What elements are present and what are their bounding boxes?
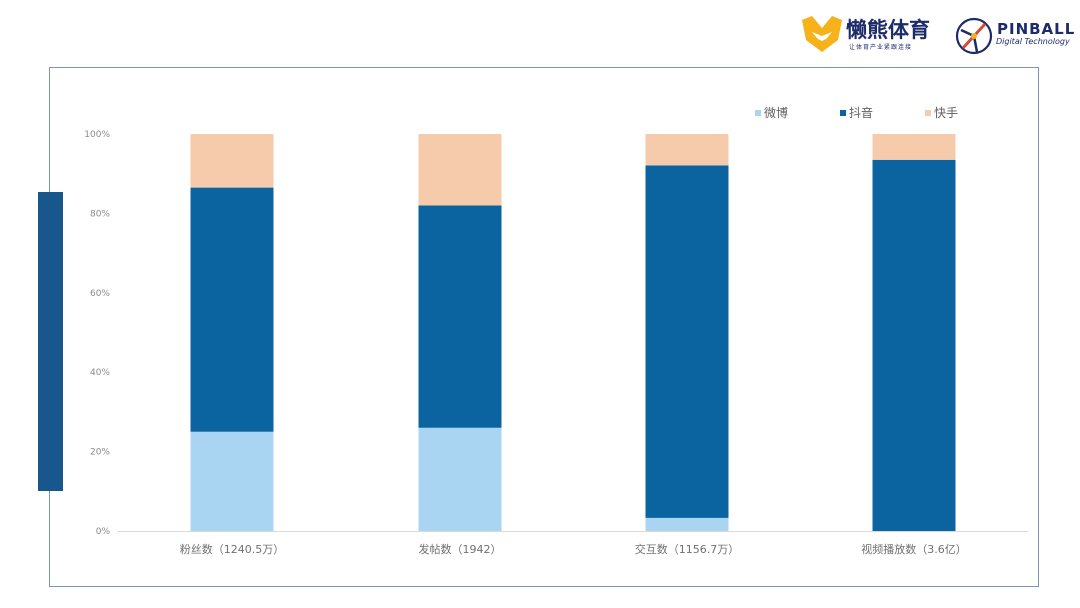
pinball-icon	[955, 17, 993, 55]
y-tick-label: 60%	[90, 289, 110, 299]
bar-segment	[872, 159, 956, 531]
y-tick-label: 100%	[84, 130, 110, 140]
brand-slogan: 让体育产业紧跟连接	[849, 44, 913, 51]
legend-swatch	[840, 110, 846, 116]
legend-swatch	[755, 110, 761, 116]
x-tick-label: 视频播放数（3.6亿）	[861, 542, 967, 556]
bar-segment	[872, 134, 956, 160]
legend-swatch	[925, 110, 931, 116]
bar-segment	[645, 134, 729, 166]
lanxiong-logo	[800, 14, 940, 54]
x-tick-label: 粉丝数（1240.5万）	[180, 543, 285, 556]
bar-segment	[418, 205, 502, 428]
y-tick-label: 20%	[90, 448, 110, 458]
brand-name: 懒熊体育	[846, 18, 930, 42]
bar-segment	[190, 187, 274, 432]
bar-segment	[645, 517, 729, 531]
partner-name: PINBALL	[997, 20, 1076, 38]
bar-segment	[190, 134, 274, 188]
partner-subtitle: Digital Technology	[996, 37, 1070, 46]
y-tick-label: 80%	[90, 209, 110, 219]
bar-segment	[645, 165, 729, 518]
x-tick-label: 发帖数（1942）	[419, 542, 502, 556]
legend-label: 快手	[934, 106, 958, 120]
y-tick-label: 40%	[90, 368, 110, 378]
legend-label: 抖音	[849, 105, 873, 120]
bar-segment	[190, 431, 274, 531]
bar-segment	[418, 134, 502, 206]
side-accent-bar	[38, 192, 63, 491]
legend-label: 微博	[764, 105, 788, 120]
bar-segment	[418, 427, 502, 531]
x-tick-label: 交互数（1156.7万）	[635, 542, 740, 556]
y-tick-label: 0%	[96, 527, 111, 537]
bear-icon	[802, 16, 842, 52]
